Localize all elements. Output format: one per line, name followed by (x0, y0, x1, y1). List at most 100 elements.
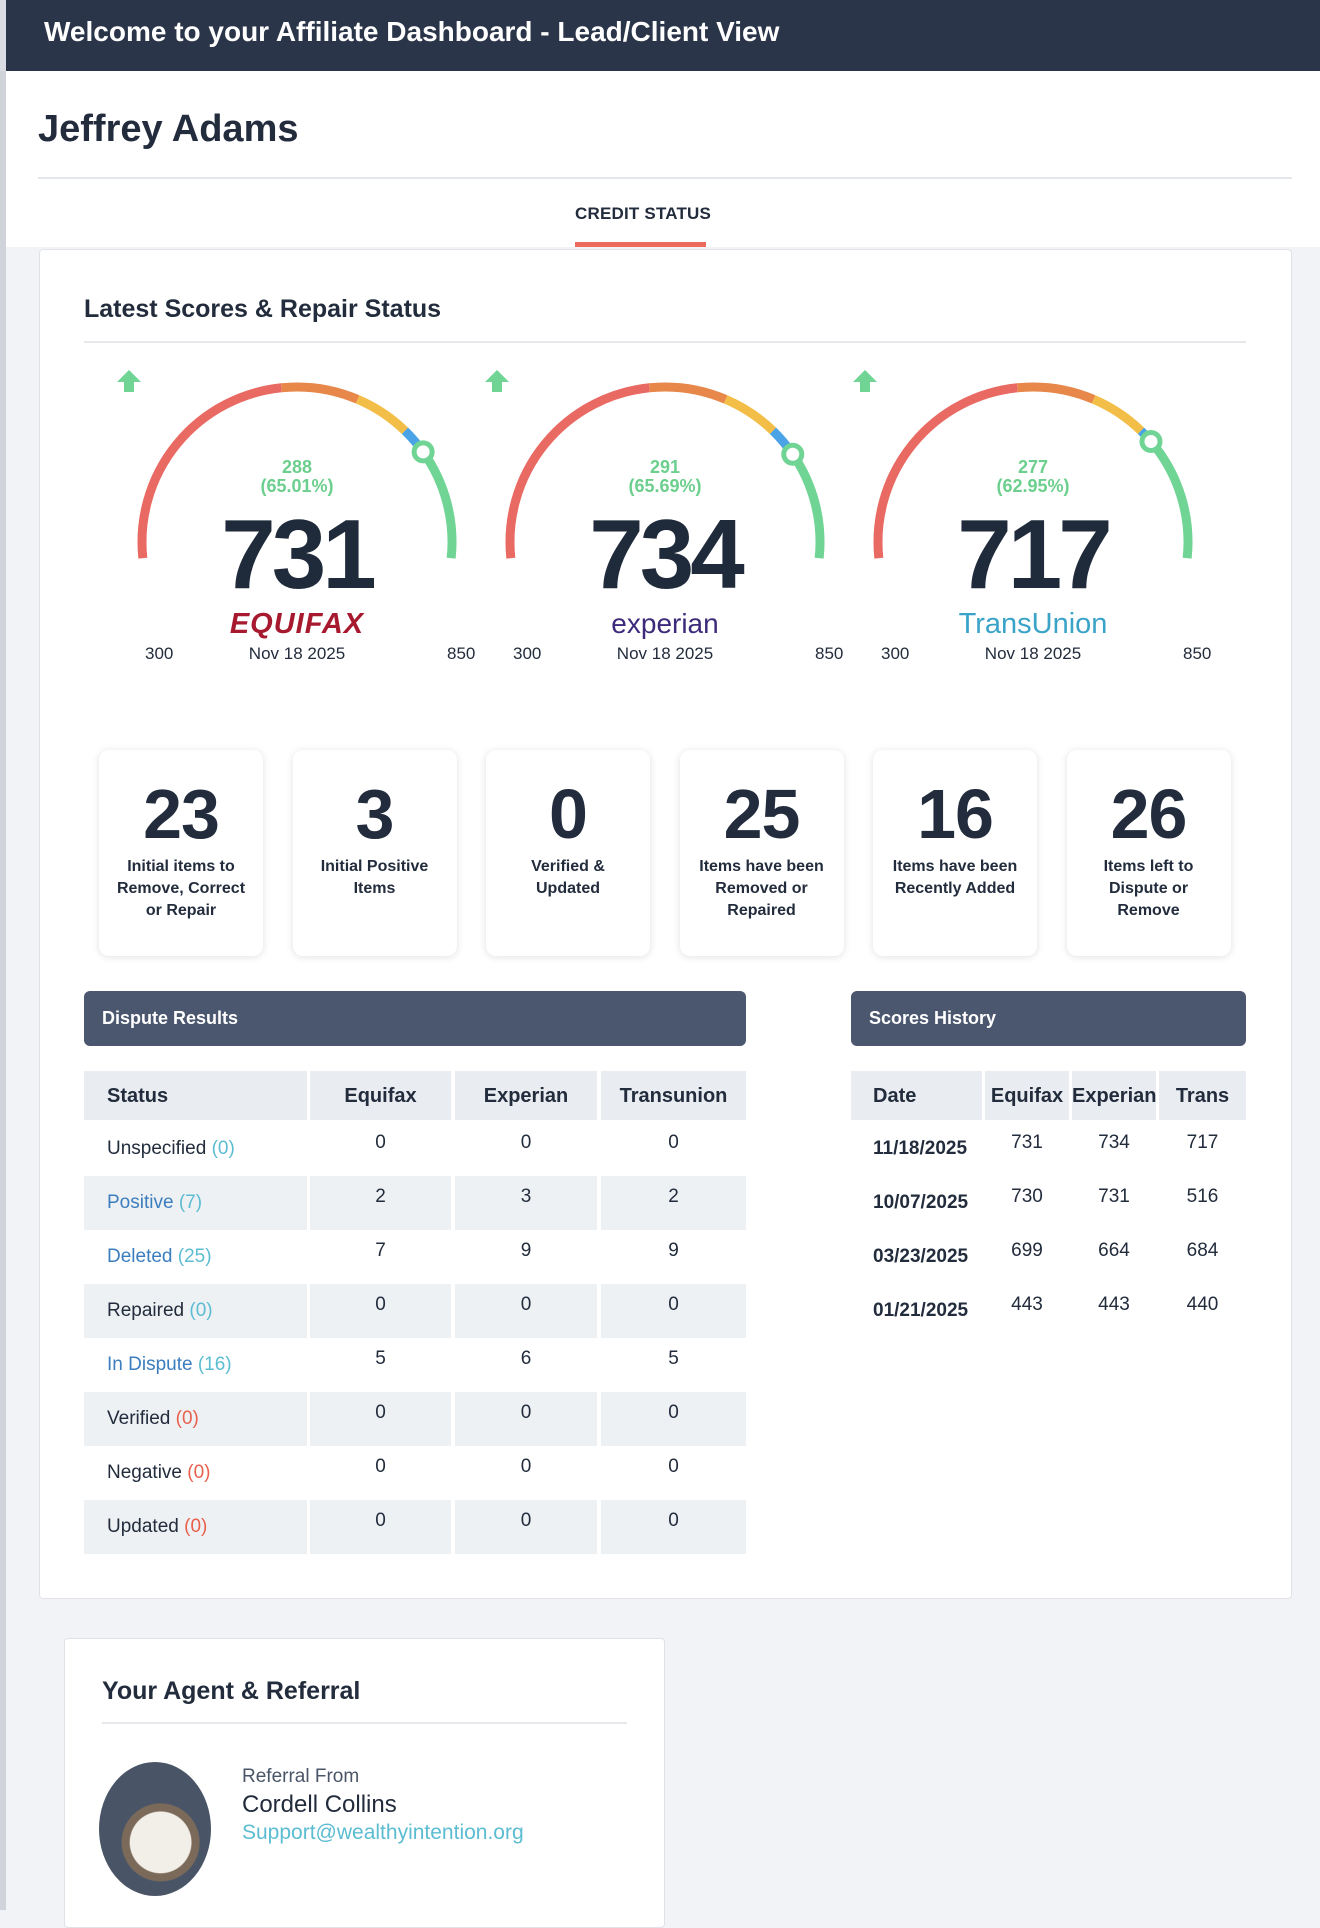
stat-label: Items left to Dispute or Remove (1103, 858, 1194, 919)
history-score: 731 (1098, 1186, 1130, 1207)
stat-card: 3 Initial Positive Items (292, 750, 457, 956)
stat-label: Verified & Updated (531, 858, 605, 897)
status-cell[interactable]: In Dispute (16) (84, 1338, 307, 1392)
count-cell: 7 (375, 1240, 386, 1261)
history-score: 717 (1186, 1132, 1219, 1153)
count-cell: 0 (601, 1284, 746, 1338)
tab-credit-status[interactable]: CREDIT STATUS (575, 204, 712, 223)
score-gauge: 288 (65.01%) 731 EQUIFAX 300 Nov 18 2025 850 (117, 370, 477, 670)
status-label: Verified (107, 1408, 171, 1429)
count-cell: 0 (520, 1456, 532, 1477)
status-count: (16) (197, 1354, 232, 1375)
history-score: 731 (1011, 1132, 1043, 1153)
column-header: Equifax (985, 1071, 1069, 1120)
score-date: Nov 18 2025 (984, 644, 1082, 663)
stat-card: 25 Items have been Removed or Repaired (679, 750, 844, 956)
history-score: 443 (1011, 1294, 1043, 1315)
history-score: 730 (1011, 1186, 1043, 1207)
count-cell: 0 (668, 1132, 679, 1153)
status-count: (25) (177, 1246, 212, 1267)
score-change-percent: (65.69%) (628, 476, 702, 496)
divider (38, 177, 1292, 179)
agent-email[interactable]: Support@wealthyintention.org (242, 1821, 524, 1844)
score-change-percent: (62.95%) (996, 476, 1070, 496)
status-label: Negative (107, 1462, 182, 1483)
gauge-segment (419, 449, 457, 559)
gauge-max: 850 (815, 644, 844, 663)
count-cell: 0 (668, 1456, 679, 1477)
column-header: Equifax (310, 1071, 451, 1120)
stat-value: 3 (355, 775, 395, 853)
score-change-value: 288 (281, 457, 313, 477)
column-header: Date (851, 1071, 982, 1120)
count-cell: 0 (601, 1392, 746, 1446)
score-gauge: 291 (65.69%) 734 experian 300 Nov 18 2025 850 (485, 370, 845, 670)
history-date: 03/23/2025 (873, 1246, 969, 1267)
stat-value: 16 (917, 775, 994, 853)
status-count: (0) (211, 1138, 235, 1159)
count-cell: 6 (520, 1348, 532, 1369)
history-score: 734 (1098, 1132, 1130, 1153)
credit-score: 717 (957, 499, 1113, 609)
history-date: 10/07/2025 (873, 1192, 969, 1213)
status-cell[interactable]: Deleted (25) (84, 1230, 307, 1284)
score-change: 288 (65.01%) (117, 458, 477, 496)
top-header-bar: Welcome to your Affiliate Dashboard - Le… (0, 0, 1320, 71)
bureau-name: TransUnion (958, 608, 1108, 640)
gauge-arc (873, 382, 1193, 559)
gauge-arc (505, 382, 825, 559)
count-cell: 0 (310, 1284, 451, 1338)
count-cell: 0 (310, 1392, 451, 1446)
credit-score: 731 (221, 499, 377, 609)
gauge-max: 850 (1183, 644, 1212, 663)
stat-card: 23 Initial items to Remove, Correct or Re… (99, 750, 263, 956)
score-change-value: 277 (1017, 457, 1049, 477)
scores-history-title: Scores History (869, 1008, 997, 1028)
status-cell[interactable]: Updated (0) (84, 1500, 307, 1554)
dispute-results-header: Dispute Results (84, 991, 746, 1046)
score-change-value: 291 (649, 457, 681, 477)
bureau-logo: experian (485, 608, 845, 640)
status-label: Repaired (107, 1300, 185, 1321)
gauge-segment (137, 383, 282, 559)
gauge-segment (280, 382, 360, 404)
status-cell[interactable]: Positive (7) (84, 1176, 307, 1230)
history-score: 684 (1186, 1240, 1219, 1261)
bureau-logo: TransUnion (853, 608, 1213, 641)
status-count: (7) (178, 1192, 203, 1213)
status-cell[interactable]: Unspecified (0) (84, 1122, 307, 1176)
count-cell: 0 (375, 1132, 386, 1153)
status-cell[interactable]: Repaired (0) (84, 1284, 307, 1338)
count-cell: 3 (455, 1176, 597, 1230)
status-label: Updated (107, 1516, 179, 1537)
referral-label: Referral From (242, 1766, 360, 1787)
status-cell[interactable]: Verified (0) (84, 1392, 307, 1446)
column-header: Experian (1072, 1071, 1156, 1120)
count-cell: 2 (601, 1176, 746, 1230)
stat-card: 16 Items have been Recently Added (873, 750, 1037, 956)
stat-value: 0 (549, 775, 588, 853)
gauge-segment (1091, 395, 1145, 435)
gauge-marker (1139, 429, 1163, 453)
left-edge (0, 71, 6, 1910)
divider (84, 341, 1246, 343)
gauge-segment (505, 383, 650, 559)
gauge-segment (648, 382, 728, 404)
history-score: 440 (1186, 1294, 1219, 1315)
status-cell[interactable]: Negative (0) (84, 1446, 307, 1500)
gauge-segment (723, 395, 777, 435)
column-header: Trans (1159, 1071, 1246, 1120)
gauge-arc (137, 382, 457, 559)
history-score: 516 (1186, 1186, 1219, 1207)
count-cell: 0 (455, 1392, 597, 1446)
history-score: 664 (1098, 1240, 1130, 1261)
score-date: Nov 18 2025 (248, 644, 346, 663)
agent-avatar (99, 1762, 211, 1896)
stat-value: 25 (723, 775, 801, 853)
count-cell: 9 (520, 1240, 532, 1261)
arrow-up-icon (117, 370, 141, 392)
count-cell: 9 (668, 1240, 679, 1261)
count-cell: 0 (520, 1132, 532, 1153)
gauge-max: 850 (447, 644, 476, 663)
status-label: Positive (107, 1192, 174, 1213)
